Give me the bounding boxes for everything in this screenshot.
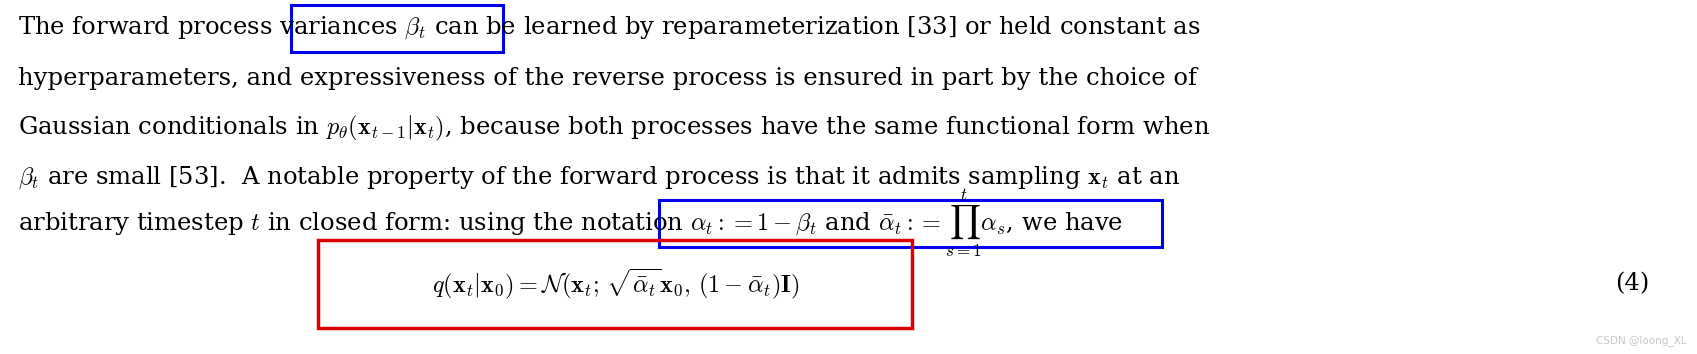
Text: hyperparameters, and expressiveness of the reverse process is ensured in part by: hyperparameters, and expressiveness of t…: [19, 67, 1196, 90]
Text: $\beta_t$ are small [53].  A notable property of the forward process is that it : $\beta_t$ are small [53]. A notable prop…: [19, 165, 1179, 192]
Text: arbitrary timestep $t$ in closed form: using the notation $\alpha_t := 1 - \beta: arbitrary timestep $t$ in closed form: u…: [19, 187, 1123, 259]
Text: (4): (4): [1616, 273, 1649, 296]
Bar: [290, 5, 502, 52]
Text: CSDN @loong_XL: CSDN @loong_XL: [1597, 335, 1687, 346]
Bar: [317, 240, 911, 328]
Text: $q(\mathbf{x}_t|\mathbf{x}_0) = \mathcal{N}(\mathbf{x}_t;\, \sqrt{\bar{\alpha}_t: $q(\mathbf{x}_t|\mathbf{x}_0) = \mathcal…: [433, 267, 799, 301]
Bar: [658, 200, 1162, 247]
Text: Gaussian conditionals in $p_\theta(\mathbf{x}_{t-1}|\mathbf{x}_t)$, because both: Gaussian conditionals in $p_\theta(\math…: [19, 113, 1210, 143]
Text: The forward process variances $\beta_t$ can be learned by reparameterization [33: The forward process variances $\beta_t$ …: [19, 15, 1200, 41]
